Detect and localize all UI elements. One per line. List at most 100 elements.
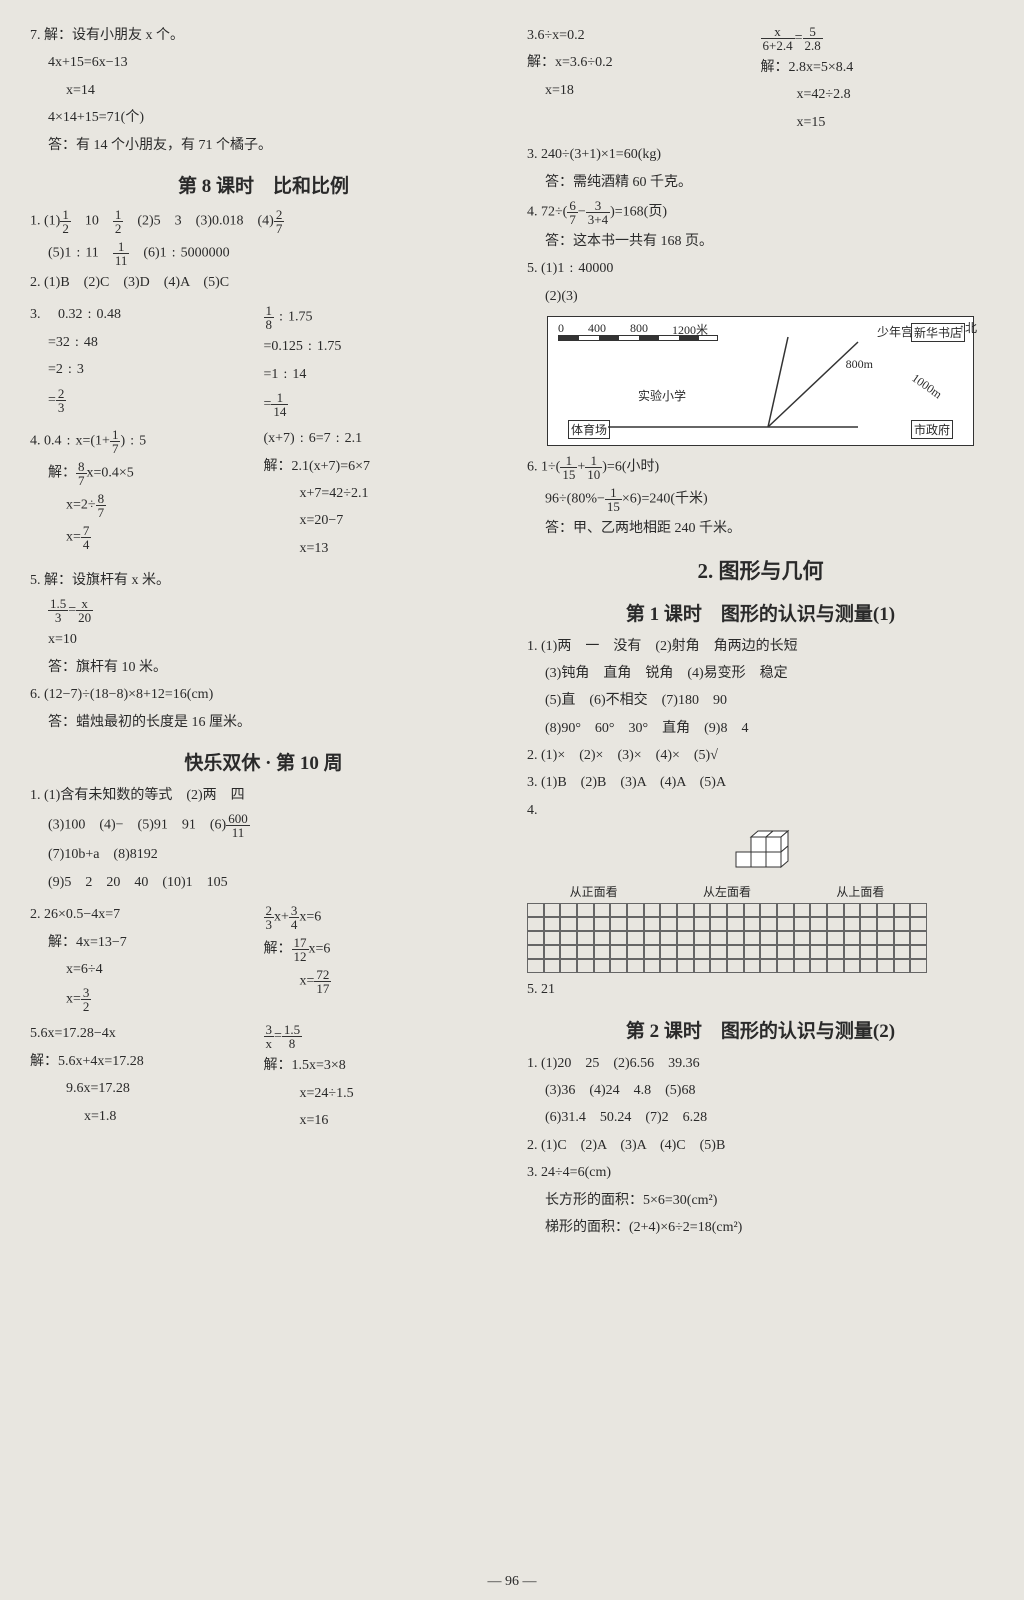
s1q2: 2. (1)× (2)× (3)× (4)× (5)√ [527,745,994,767]
q2la: 2. 26×0.5−4x=7 [30,904,264,926]
frac-1-11: 111 [113,240,130,267]
frac-1-2b: 12 [113,208,124,235]
s8-q3: 3. 0.32﹕0.48 =32﹕48 =2﹕3 =23 18﹕1.75 =0.… [30,299,497,423]
frac-1-15b: 115 [605,486,622,513]
rq4b: 答：这本书一共有 168 页。 [545,231,994,253]
s1q1c: (5)直 (6)不相交 (7)180 90 [545,690,994,712]
t: = [264,397,272,412]
s10-q1c: (7)10b+a (8)8192 [48,844,497,866]
q3l-c: =2﹕3 [48,359,264,381]
t: (5)1﹕11 [48,246,113,261]
title-geometry: 2. 图形与几何 [527,555,994,585]
frac-15-3: 1.53 [48,597,68,624]
title-s1: 第 1 课时 图形的认识与测量(1) [527,599,994,626]
t: )=168(页) [610,205,667,220]
rt-l2b: 解：2.8x=5×8.4 [761,57,995,79]
s8-q1b: (5)1﹕11 111 (6)1﹕5000000 [48,240,497,267]
t: (2)5 3 (3)0.018 (4) [123,214,273,229]
s1q3: 3. (1)B (2)B (3)A (4)A (5)A [527,772,994,794]
frac-1-14: 114 [271,391,288,418]
q4l-c: x=2÷87 [66,492,264,519]
t: (3)100 (4)− (5)91 91 (6) [48,818,226,833]
frac-1-7: 17 [110,428,121,455]
ortho-views: 从正面看 从左面看 从上面看 [527,883,994,973]
q2lc: x=6÷4 [66,959,264,981]
rt-l3a: x=18 [545,80,761,102]
title-s2: 第 2 课时 图形的认识与测量(2) [527,1016,994,1043]
t: 4. 72÷( [527,205,567,220]
q4r-e: x=13 [300,538,498,560]
q3l-b: =32﹕48 [48,332,264,354]
q7-l5: 答：有 14 个小朋友，有 71 个橘子。 [48,135,497,157]
s8-q5c: x=10 [48,629,497,651]
q3r-d: =114 [264,391,498,418]
s2q1a: 1. (1)20 25 (2)6.56 39.36 [527,1053,994,1075]
rt-l3b: x=42÷2.8 [797,84,995,106]
left-column: 7. 解：设有小朋友 x 个。 4x+15=6x−13 x=14 4×14+15… [30,20,497,1244]
t: x= [66,992,81,1007]
t: 解： [264,942,292,957]
q7-l4: 4×14+15=71(个) [48,107,497,129]
s10-q1a: 1. (1)含有未知数的等式 (2)两 四 [30,785,497,807]
q2ld: x=32 [66,986,264,1013]
t: x=6 [299,910,321,925]
t: (6)1﹕5000000 [129,246,229,261]
title-lesson8: 第 8 课时 比和比例 [30,171,497,198]
rt-l1b: x6+2.4=52.8 [761,25,995,52]
s8-q2: 2. (1)B (2)C (3)D (4)A (5)C [30,272,497,294]
frac-1-10: 110 [585,454,602,481]
q4l-d: x=74 [66,524,264,551]
map-lines [548,317,973,445]
grid [527,903,927,973]
right-column: 3.6÷x=0.2 解：x=3.6÷0.2 x=18 x6+2.4=52.8 解… [527,20,994,1244]
s1q5: 5. 21 [527,979,994,1001]
rq6a: 6. 1÷(115+110)=6(小时) [527,454,994,481]
rq4a: 4. 72÷(67−33+4)=168(页) [527,199,994,226]
q3l-d: =23 [48,387,264,414]
frac-1-15: 115 [560,454,577,481]
s10-q2b: 5.6x=17.28−4x 解：5.6x+4x=17.28 9.6x=17.28… [30,1018,497,1137]
frac-3-x: 3x [264,1023,275,1050]
lbl-front: 从正面看 [527,883,660,900]
q3r-c: =1﹕14 [264,364,498,386]
frac-7-4: 74 [81,524,92,551]
rq3b: 答：需纯酒精 60 千克。 [545,172,994,194]
frac-2-3b: 23 [264,904,275,931]
page-number: — 96 — [0,1574,1024,1590]
frac-3-4: 34 [289,904,300,931]
t: 4. 0.4﹕x=(1+ [30,434,110,449]
frac-3-34: 33+4 [586,199,610,226]
t: )﹕5 [120,434,146,449]
t: x=6 [309,942,331,957]
s2q1b: (3)36 (4)24 4.8 (5)68 [545,1080,994,1102]
q4r-c: x+7=42÷2.1 [300,483,498,505]
s8-q6b: 答：蜡烛最初的长度是 16 厘米。 [48,712,497,734]
t: x=2÷ [66,498,96,513]
lbl-left: 从左面看 [660,883,793,900]
s8-q4: 4. 0.4﹕x=(1+17)﹕5 解：87x=0.4×5 x=2÷87 x=7… [30,423,497,565]
s8-q5b: 1.53=x20 [48,597,497,624]
s2q1c: (6)31.4 50.24 (7)2 6.28 [545,1107,994,1129]
s8-q6a: 6. (12−7)÷(18−8)×8+12=16(cm) [30,684,497,706]
title-week10: 快乐双休 · 第 10 周 [30,748,497,775]
s8-q5a: 5. 解：设旗杆有 x 米。 [30,570,497,592]
s10-q1d: (9)5 2 20 40 (10)1 105 [48,872,497,894]
t: x=0.4×5 [87,466,134,481]
rq6b: 96÷(80%−115×6)=240(千米) [545,486,994,513]
q2l2c: 9.6x=17.28 [66,1078,264,1100]
t: 10 [71,214,113,229]
frac-1-2: 12 [60,208,71,235]
t: 1. (1) [30,214,60,229]
frac-x-20: x20 [76,597,93,624]
rq5b: (2)(3) [545,286,994,308]
t: = [274,1029,282,1044]
lbl-top: 从上面看 [794,883,927,900]
rq3a: 3. 240÷(3+1)×1=60(kg) [527,144,994,166]
q3r-a: 18﹕1.75 [264,304,498,331]
frac-6-7: 67 [567,199,578,226]
frac-x-624: x6+2.4 [761,25,795,52]
q4r-d: x=20−7 [300,510,498,532]
q7-l1: 7. 解：设有小朋友 x 个。 [30,25,497,47]
t: 6. 1÷( [527,460,560,475]
t: − [578,205,586,220]
